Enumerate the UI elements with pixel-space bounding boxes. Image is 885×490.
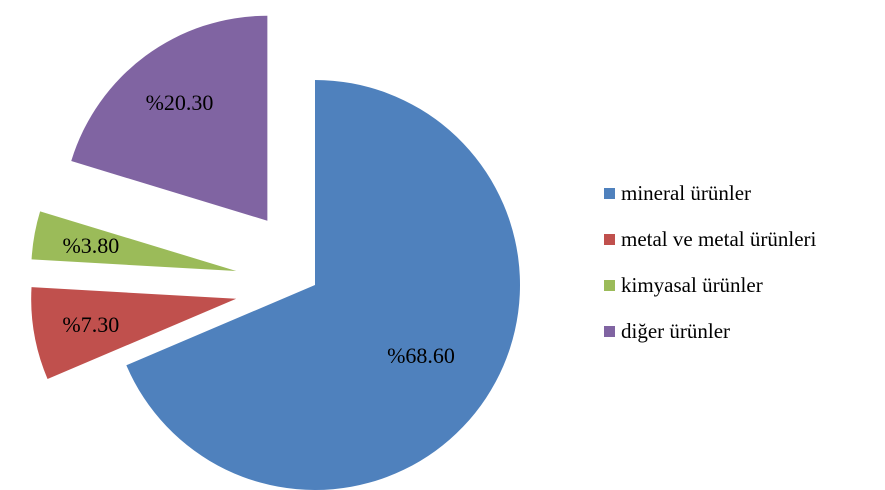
- pie-slice-metal: [31, 287, 237, 379]
- pie-slice-kimyasal: [31, 211, 237, 271]
- data-label-diger: %20.30: [146, 90, 214, 115]
- legend-swatch-mineral: [604, 187, 615, 199]
- legend-label-mineral: mineral ürünler: [621, 180, 752, 205]
- legend-label-metal: metal ve metal ürünleri: [621, 226, 817, 251]
- pie-slice-diger: [71, 15, 268, 221]
- legend-swatch-diger: [604, 325, 615, 337]
- legend-item-diger: diğer ürünler: [604, 308, 816, 354]
- legend-item-mineral: mineral ürünler: [604, 170, 816, 216]
- legend-swatch-metal: [604, 233, 615, 245]
- legend-item-kimyasal: kimyasal ürünler: [604, 262, 816, 308]
- legend-item-metal: metal ve metal ürünleri: [604, 216, 816, 262]
- data-label-kimyasal: %3.80: [62, 233, 119, 258]
- data-label-metal: %7.30: [62, 312, 119, 337]
- legend-swatch-kimyasal: [604, 279, 615, 291]
- legend-label-diger: diğer ürünler: [621, 318, 731, 343]
- legend: mineral ürünler metal ve metal ürünleri …: [604, 170, 816, 354]
- data-label-mineral: %68.60: [387, 343, 455, 368]
- pie-slice-mineral: [126, 80, 520, 490]
- pie-chart: %68.60 %7.30 %3.80 %20.30: [31, 15, 520, 490]
- legend-label-kimyasal: kimyasal ürünler: [621, 272, 763, 297]
